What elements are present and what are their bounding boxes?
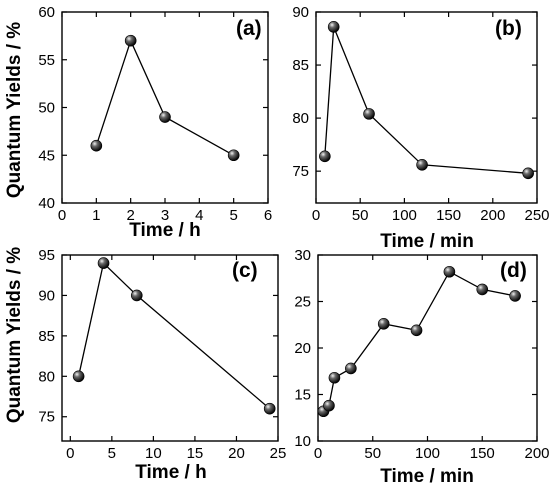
panel-d-y-tick-label: 20 <box>294 340 311 357</box>
panel-b-tag: (b) <box>495 17 522 40</box>
panel-c-x-tick-label: 10 <box>145 445 162 462</box>
panel-b-y-tick-label: 85 <box>292 57 309 74</box>
y-axis-label-top: Quantum Yields / % <box>4 22 25 198</box>
panel-b-data-point <box>363 108 375 120</box>
panel-c-x-tick-label: 25 <box>270 445 287 462</box>
panel-a-y-tick-label: 45 <box>38 147 55 164</box>
panel-a-tag: (a) <box>236 17 262 40</box>
panel-c-data-point <box>97 257 110 269</box>
panel-a-x-tick-label: 1 <box>92 207 100 224</box>
panel-b-data-point <box>416 159 428 171</box>
panel-c-data-point <box>72 370 85 383</box>
panel-c-x-tick-label: 15 <box>187 445 204 462</box>
panel-c-x-tick-label: 5 <box>108 445 116 462</box>
panel-a-data-point <box>90 139 103 152</box>
panel-d-x-tick-label: 200 <box>524 445 549 462</box>
panel-c-data-point <box>130 289 143 302</box>
panel-d-x-tick-label: 0 <box>314 445 322 462</box>
panel-d-data-point <box>476 283 489 296</box>
panel-c-x-tick-label: 20 <box>228 445 245 462</box>
panel-b-frame <box>315 11 538 204</box>
panel-d-x-axis-label: Time / min <box>380 466 474 487</box>
panel-b-y-tick-label: 80 <box>292 110 309 127</box>
panel-c-data-point <box>263 402 276 415</box>
panel-c-tag: (c) <box>232 259 258 282</box>
panel-d-data-point <box>323 399 335 412</box>
panel-a-x-tick-label: 4 <box>195 207 203 224</box>
panel-a-frame <box>61 11 269 204</box>
panel-d-y-tick-label: 25 <box>294 294 311 311</box>
panel-b-x-tick-label: 50 <box>352 207 369 224</box>
panel-c-y-tick-label: 95 <box>38 247 55 264</box>
panel-c-x-axis-label: Time / h <box>135 462 206 483</box>
panel-d-data-point <box>345 362 357 375</box>
panel-b-data-point <box>319 150 331 163</box>
panel-a-y-tick-label: 55 <box>38 52 55 69</box>
panel-b-y-tick-label: 90 <box>292 4 309 21</box>
panel-a-x-tick-label: 0 <box>58 207 66 224</box>
panel-b: (b) Time / min 0 50 100 150 200 250 75 80 85 90 <box>292 4 549 252</box>
panel-b-data-point <box>522 167 534 180</box>
panel-d-y-tick-label: 30 <box>294 247 311 264</box>
panel-a-y-tick-label: 60 <box>38 4 55 21</box>
panel-c-frame <box>61 254 279 442</box>
panel-a-y-tick-label: 50 <box>38 100 55 117</box>
panel-d-data-point <box>443 265 456 278</box>
panel-c: (c) Time / h 0 5 10 15 20 25 75 80 85 90 95 <box>38 247 286 483</box>
panel-d-data-point <box>509 290 521 302</box>
panel-d-tag: (d) <box>500 259 527 282</box>
panel-d-y-tick-label: 15 <box>294 387 311 404</box>
panel-a-x-tick-label: 6 <box>264 207 272 224</box>
y-axis-label-bottom: Quantum Yields / % <box>4 247 25 423</box>
panel-a-x-tick-label: 3 <box>161 207 169 224</box>
panel-d-data-point <box>377 318 390 330</box>
panel-d-x-tick-label: 50 <box>364 445 381 462</box>
panel-b-x-tick-label: 0 <box>312 207 320 224</box>
panel-a-y-tick-label: 40 <box>38 195 55 212</box>
panel-d-data-point <box>410 324 423 337</box>
panel-b-x-tick-label: 250 <box>524 207 549 224</box>
panel-a-data-point <box>159 111 171 123</box>
panel-b-x-tick-label: 100 <box>392 207 417 224</box>
panel-d-y-tick-label: 10 <box>294 433 311 450</box>
panel-b-series-line <box>324 26 529 174</box>
panel-b-x-tick-label: 150 <box>436 207 461 224</box>
panel-a-x-tick-label: 5 <box>229 207 237 224</box>
panel-d-x-tick-label: 150 <box>470 445 495 462</box>
panel-c-y-tick-label: 80 <box>38 368 55 385</box>
panel-c-x-tick-label: 0 <box>66 445 74 462</box>
panel-b-x-axis-label: Time / min <box>380 231 474 252</box>
panel-b-x-tick-label: 200 <box>480 207 505 224</box>
panel-a-data-point <box>227 149 240 162</box>
panel-a-series-line <box>95 38 235 156</box>
panel-b-data-point <box>327 21 340 33</box>
panel-c-series-line <box>77 261 271 410</box>
panel-d-x-tick-label: 100 <box>415 445 440 462</box>
panel-a-x-tick-label: 2 <box>126 207 134 224</box>
panel-a-x-axis-label: Time / h <box>129 220 200 241</box>
panel-d: (d) Time / min 0 50 100 150 200 10 15 20 25 30 <box>294 247 549 487</box>
panel-d-frame <box>317 254 538 442</box>
panel-b-y-tick-label: 75 <box>292 163 309 180</box>
panel-c-y-tick-label: 85 <box>38 328 55 345</box>
panel-a-data-point <box>124 34 137 47</box>
panel-d-data-point <box>328 371 341 384</box>
panel-c-y-tick-label: 75 <box>38 409 55 426</box>
panel-c-y-tick-label: 90 <box>38 287 55 304</box>
